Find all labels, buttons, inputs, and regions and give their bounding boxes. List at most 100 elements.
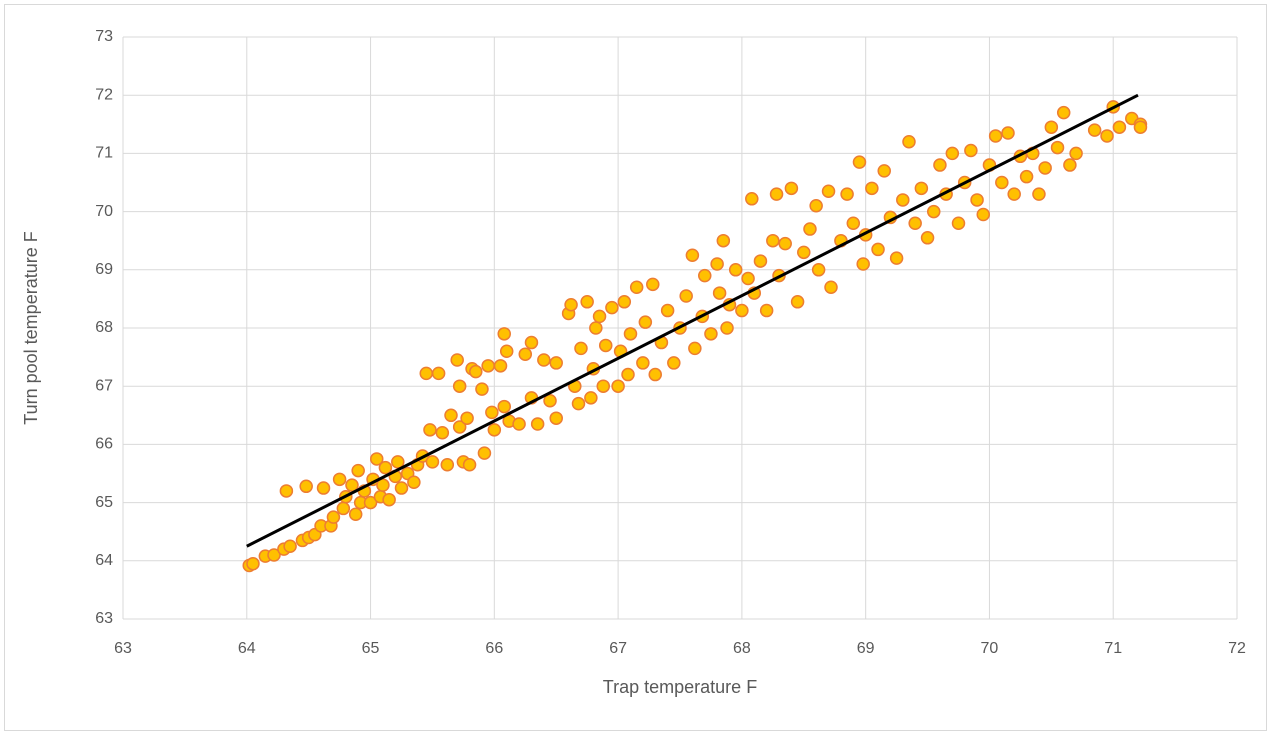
scatter-point — [584, 391, 598, 405]
scatter-point — [824, 280, 838, 295]
scatter-point — [1056, 105, 1071, 120]
x-tick-label: 67 — [609, 640, 627, 657]
scatter-point — [369, 452, 384, 466]
y-tick-label: 64 — [95, 552, 113, 569]
scatter-point — [988, 129, 1003, 143]
scatter-point — [444, 408, 458, 423]
scatter-point — [840, 187, 854, 201]
scatter-point — [497, 399, 511, 414]
scatter-point — [332, 472, 347, 487]
scatter-point — [580, 295, 594, 309]
scatter-point — [877, 164, 891, 178]
scatter-point — [1038, 161, 1052, 175]
scatter-point — [1001, 126, 1015, 140]
scatter-point — [596, 379, 611, 393]
scatter-point — [537, 353, 551, 367]
scatter-point — [685, 248, 700, 262]
scatter-point — [299, 479, 313, 494]
scatter-point — [326, 510, 341, 524]
scatter-point — [629, 280, 644, 295]
x-tick-label: 72 — [1228, 640, 1246, 657]
scatter-point — [499, 344, 514, 359]
scatter-point — [1069, 146, 1083, 161]
scatter-point — [638, 315, 653, 329]
scatter-point — [698, 268, 712, 283]
scatter-point — [440, 458, 455, 472]
scatter-point — [766, 233, 780, 248]
y-tick-label: 63 — [95, 610, 113, 627]
scatter-point — [351, 463, 365, 478]
scatter-point — [704, 327, 718, 341]
scatter-point — [481, 359, 495, 373]
x-tick-label: 70 — [981, 640, 999, 657]
scatter-point — [710, 257, 724, 271]
scatter-point — [469, 364, 483, 379]
y-tick-label: 68 — [95, 319, 113, 336]
scatter-point — [856, 257, 870, 271]
scatter-point — [778, 236, 792, 251]
scatter-point — [945, 146, 960, 161]
scatter-point — [530, 417, 545, 431]
x-tick-label: 68 — [733, 640, 751, 657]
scatter-point — [871, 242, 885, 257]
scatter-point — [425, 455, 440, 469]
scatter-point — [790, 295, 805, 309]
chart-border — [4, 4, 1267, 731]
scatter-point — [865, 181, 879, 196]
scatter-point — [419, 366, 434, 381]
scatter-point — [549, 356, 563, 370]
scatter-point — [1019, 169, 1034, 184]
scatter-point — [345, 478, 359, 492]
scatter-point — [976, 207, 991, 222]
y-axis-title: Turn pool temperature F — [21, 231, 41, 424]
scatter-point — [970, 193, 984, 207]
y-tick-label: 67 — [95, 377, 113, 394]
scatter-point — [512, 417, 526, 431]
scatter-point — [889, 251, 904, 265]
scatter-point — [667, 356, 681, 370]
scatter-point — [1050, 140, 1065, 155]
scatter-point — [431, 366, 446, 381]
scatter-point — [279, 484, 294, 498]
scatter-point — [316, 481, 331, 495]
scatter-point — [382, 492, 396, 507]
scatter-point — [648, 367, 662, 382]
scatter-point — [623, 327, 638, 341]
x-tick-label: 71 — [1104, 640, 1122, 657]
y-tick-label: 69 — [95, 261, 113, 278]
scatter-point — [543, 394, 557, 408]
scatter-point — [1112, 120, 1127, 134]
scatter-point — [524, 335, 539, 350]
scatter-point — [460, 411, 474, 425]
scatter-point — [378, 460, 393, 475]
scatter-point — [803, 222, 817, 236]
scatter-point — [564, 297, 578, 312]
scatter-point — [753, 254, 768, 268]
scatter-point — [712, 286, 727, 300]
scatter-point — [348, 507, 363, 521]
scatter-point — [784, 181, 799, 196]
scatter-point — [391, 455, 405, 469]
scatter-point — [435, 426, 450, 440]
scatter-point — [592, 309, 607, 324]
x-tick-label: 64 — [238, 640, 256, 657]
scatter-point — [933, 158, 947, 172]
scatter-point — [589, 321, 603, 335]
scatter-point — [336, 501, 351, 516]
scatter-point — [716, 233, 731, 248]
scatter-point — [1063, 158, 1077, 172]
scatter-point — [995, 175, 1009, 190]
scatter-point — [497, 327, 511, 341]
scatter-point — [394, 481, 409, 495]
scatter-point — [920, 231, 935, 245]
scatter-point — [450, 353, 464, 367]
scatter-point — [267, 548, 281, 562]
x-tick-label: 69 — [857, 640, 875, 657]
scatter-point — [493, 359, 508, 373]
scatter-point — [745, 192, 759, 206]
scatter-point — [688, 341, 702, 356]
x-axis-title: Trap temperature F — [603, 677, 757, 697]
scatter-point — [964, 143, 978, 158]
scatter-point — [908, 216, 922, 230]
